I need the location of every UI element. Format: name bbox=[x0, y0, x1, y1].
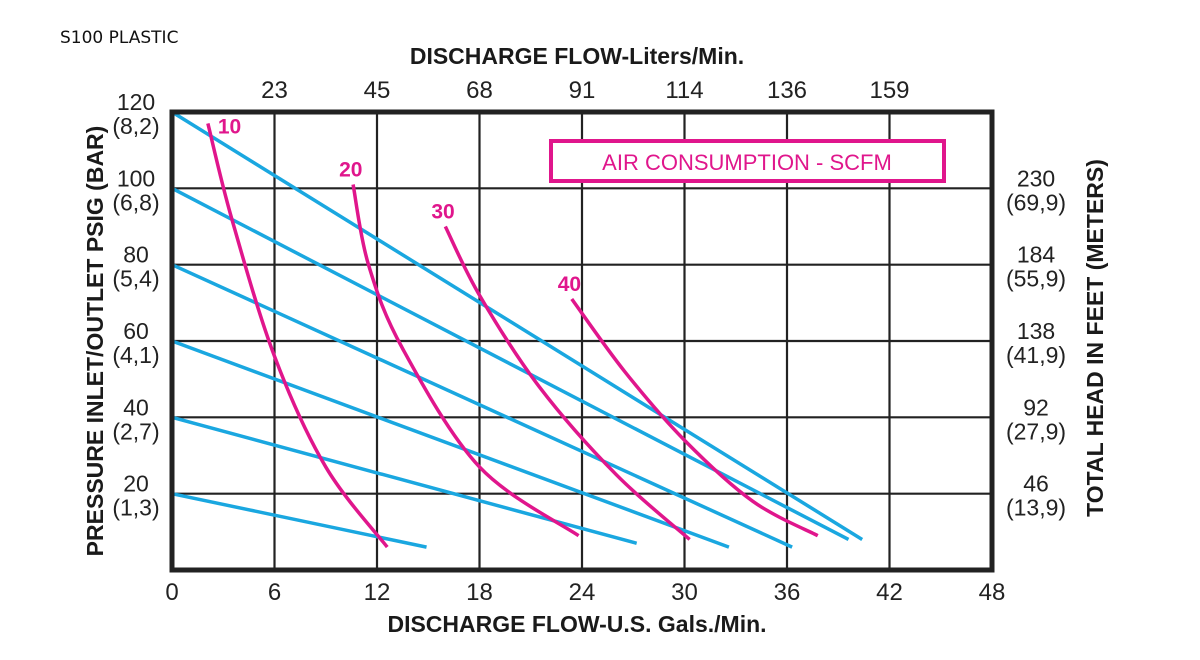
x-tick-label: 42 bbox=[876, 579, 903, 606]
x2-tick-label: 23 bbox=[261, 77, 288, 104]
pressure-curve bbox=[171, 339, 730, 549]
x-tick-label: 18 bbox=[466, 579, 493, 606]
pressure-curve bbox=[171, 263, 793, 549]
air-curve-label: 20 bbox=[339, 159, 362, 182]
air-curve-label: 40 bbox=[558, 273, 581, 296]
x2-tick-label: 68 bbox=[466, 77, 493, 104]
y-tick-bar: (6,8) bbox=[112, 189, 159, 215]
x-tick-label: 30 bbox=[671, 579, 698, 606]
y2-axis-ticks: 230(69,9) 184(55,9) 138(41,9) 92(27,9) 46(13… bbox=[1006, 165, 1066, 520]
y2-tick-meters: (13,9) bbox=[1006, 495, 1066, 521]
y-tick-psi: 100 bbox=[117, 165, 155, 191]
y-tick-bar: (5,4) bbox=[112, 266, 159, 292]
x-tick-label: 24 bbox=[569, 579, 596, 606]
legend-text: AIR CONSUMPTION - SCFM bbox=[602, 150, 892, 175]
air-curve-label: 10 bbox=[218, 115, 241, 138]
air-curve-label: 30 bbox=[431, 201, 454, 224]
y2-tick-feet: 138 bbox=[1017, 318, 1055, 344]
x-tick-label: 36 bbox=[774, 579, 801, 606]
y-tick-bar: (2,7) bbox=[112, 418, 159, 444]
air-consumption-curve bbox=[443, 225, 691, 541]
y-axis-title: PRESSURE INLET/OUTLET PSIG (BAR) bbox=[82, 126, 108, 557]
curve-labels: 10 20 30 40 bbox=[218, 115, 581, 296]
y-tick-psi: 80 bbox=[123, 242, 149, 268]
y2-tick-meters: (69,9) bbox=[1006, 189, 1066, 215]
pressure-curve bbox=[171, 415, 638, 545]
air-consumption-curve bbox=[206, 123, 389, 549]
x2-tick-label: 136 bbox=[767, 77, 807, 104]
pressure-curve bbox=[171, 186, 850, 542]
x2-tick-label: 159 bbox=[869, 77, 909, 104]
y2-tick-meters: (41,9) bbox=[1006, 342, 1066, 368]
data-curves bbox=[171, 110, 864, 549]
x2-tick-label: 45 bbox=[364, 77, 391, 104]
air-consumption-curve bbox=[351, 184, 580, 538]
legend-box: AIR CONSUMPTION - SCFM bbox=[549, 139, 946, 183]
x-tick-label: 48 bbox=[979, 579, 1006, 606]
y2-tick-feet: 92 bbox=[1023, 394, 1049, 420]
pressure-curve bbox=[171, 110, 864, 541]
y-tick-psi: 120 bbox=[117, 89, 155, 115]
x2-tick-label: 91 bbox=[569, 77, 596, 104]
plot-frame bbox=[169, 109, 995, 573]
y2-tick-meters: (27,9) bbox=[1006, 418, 1066, 444]
y2-tick-feet: 230 bbox=[1017, 165, 1055, 191]
y-tick-psi: 60 bbox=[123, 318, 149, 344]
x-tick-label: 0 bbox=[165, 579, 178, 606]
pressure-curve bbox=[171, 491, 427, 549]
x2-axis-title: DISCHARGE FLOW-Liters/Min. bbox=[410, 43, 744, 69]
x-tick-label: 12 bbox=[364, 579, 391, 606]
y2-axis-title: TOTAL HEAD IN FEET (METERS) bbox=[1082, 159, 1108, 517]
y-tick-psi: 40 bbox=[123, 394, 149, 420]
y-tick-psi: 20 bbox=[123, 471, 149, 497]
x2-tick-label: 114 bbox=[665, 77, 703, 104]
chart-title: S100 PLASTIC bbox=[60, 28, 179, 48]
y-tick-bar: (1,3) bbox=[112, 495, 159, 521]
y2-tick-meters: (55,9) bbox=[1006, 266, 1066, 292]
air-consumption-curve bbox=[570, 297, 819, 538]
x-tick-label: 6 bbox=[268, 579, 281, 606]
y-tick-bar: (4,1) bbox=[112, 342, 159, 368]
y-axis-ticks: 120(8,2) 100(6,8) 80(5,4) 60(4,1) 40(2,7) 20(… bbox=[112, 89, 159, 521]
y2-tick-feet: 184 bbox=[1017, 242, 1056, 268]
x2-axis-ticks: 23 45 68 91 114 136 159 bbox=[261, 77, 909, 104]
y2-tick-feet: 46 bbox=[1023, 471, 1049, 497]
x-axis-ticks: 0 6 12 18 24 30 36 42 48 bbox=[165, 579, 1005, 606]
y-tick-bar: (8,2) bbox=[112, 113, 159, 139]
x-axis-title: DISCHARGE FLOW-U.S. Gals./Min. bbox=[387, 611, 766, 637]
